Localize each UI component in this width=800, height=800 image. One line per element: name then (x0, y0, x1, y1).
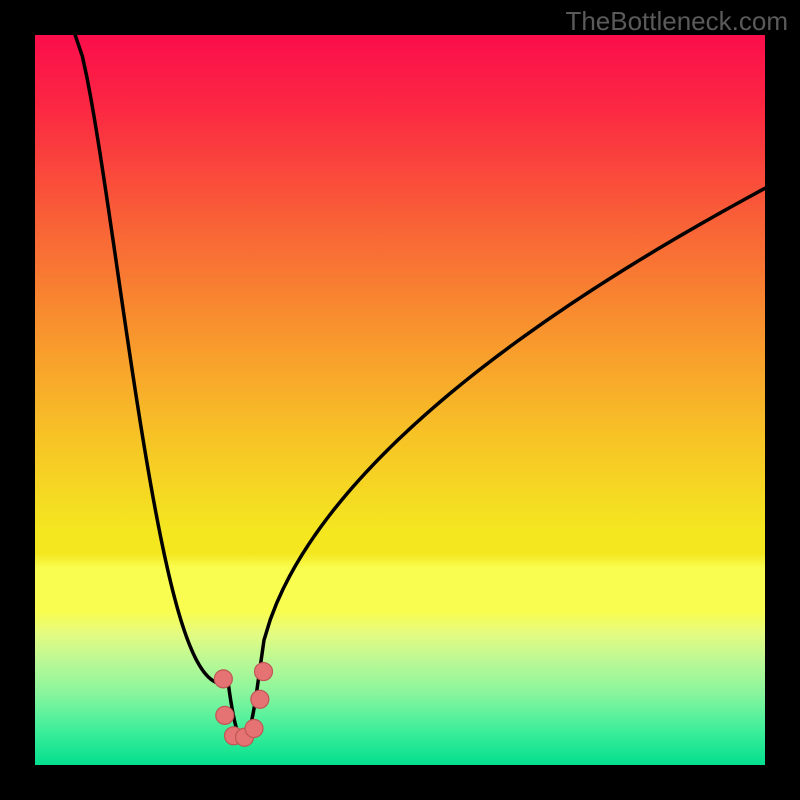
valley-marker (216, 706, 234, 724)
valley-marker (245, 720, 263, 738)
plot-area (35, 35, 765, 765)
canvas-root: TheBottleneck.com (0, 0, 800, 800)
bottleneck-chart (35, 35, 765, 765)
watermark-text: TheBottleneck.com (565, 6, 788, 37)
valley-marker (254, 663, 272, 681)
valley-marker (251, 690, 269, 708)
valley-marker (214, 670, 232, 688)
gradient-background (35, 35, 765, 765)
